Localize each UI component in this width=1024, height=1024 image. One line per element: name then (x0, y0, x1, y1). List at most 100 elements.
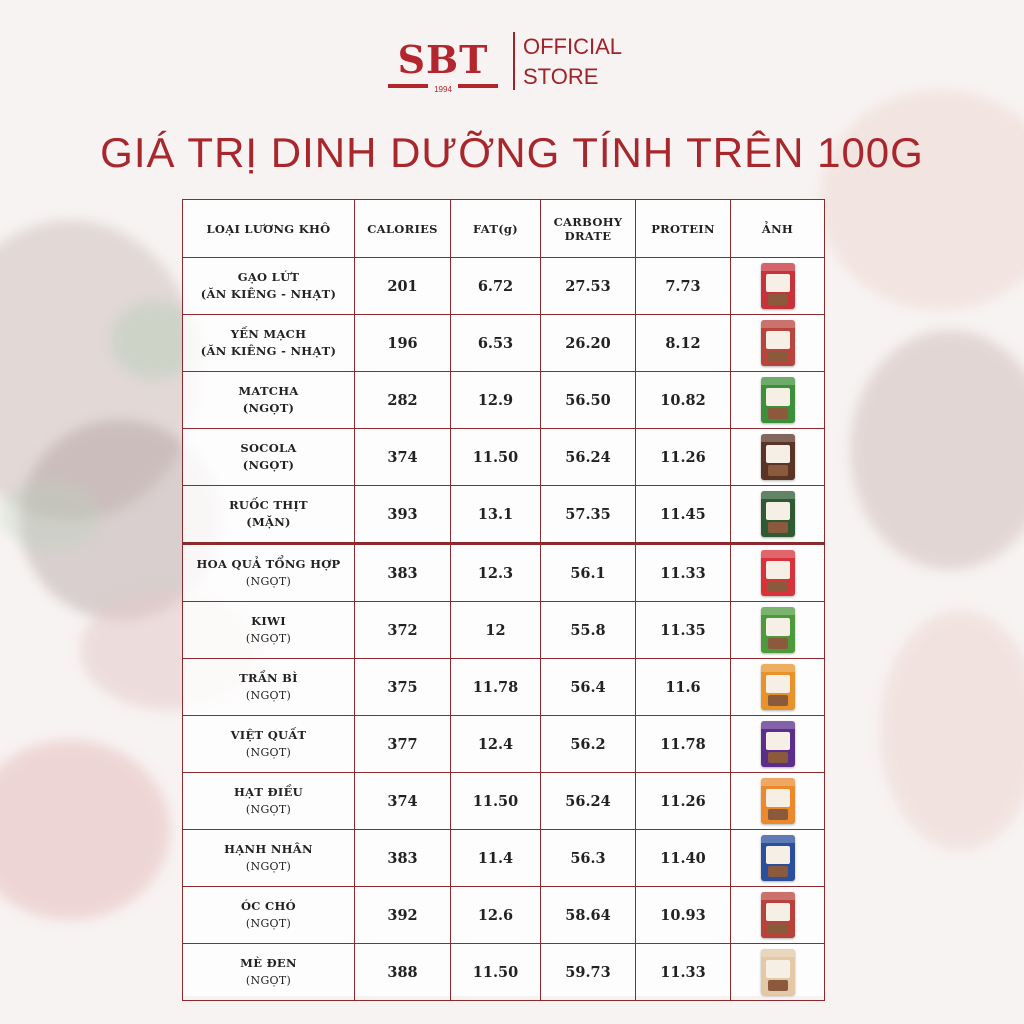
carbohydrate-cell: 56.24 (540, 428, 636, 486)
image-cell (730, 658, 825, 716)
protein-cell: 11.6 (635, 658, 731, 716)
calories-cell: 388 (354, 943, 451, 1001)
protein-cell: 8.12 (635, 314, 731, 372)
image-cell (730, 715, 825, 773)
background-fruit-blur (850, 330, 1024, 570)
fat-cell: 12.9 (450, 371, 541, 429)
image-cell (730, 428, 825, 486)
image-cell (730, 943, 825, 1001)
beige-snack-pack-icon (760, 949, 795, 995)
product-name: KIWI (251, 614, 286, 628)
logo-text: SBT (397, 37, 489, 82)
carbohydrate-cell: 56.3 (540, 829, 636, 887)
protein-cell: 11.33 (635, 542, 731, 602)
logo-year: 1994 (428, 84, 458, 96)
image-cell (730, 829, 825, 887)
calories-cell: 282 (354, 371, 451, 429)
product-name: HẠT ĐIỀU (234, 785, 303, 799)
calories-cell: 392 (354, 886, 451, 944)
table-row: HẠNH NHÂN (NGỌT) 383 11.4 56.3 11.40 (182, 829, 825, 887)
page-title: GIÁ TRỊ DINH DƯỠNG TÍNH TRÊN 100G (100, 129, 924, 176)
image-cell (730, 314, 825, 372)
calories-cell: 196 (354, 314, 451, 372)
table-row: YẾN MẠCH (ĂN KIÊNG - NHẠT) 196 6.53 26.20 8.1… (182, 314, 825, 372)
protein-cell: 7.73 (635, 257, 731, 315)
product-name: MÈ ĐEN (240, 956, 297, 970)
calories-cell: 201 (354, 257, 451, 315)
row-name-cell: KIWI (NGỌT) (182, 601, 355, 659)
carbohydrate-cell: 59.73 (540, 943, 636, 1001)
fat-cell: 12.6 (450, 886, 541, 944)
calories-cell: 372 (354, 601, 451, 659)
carbohydrate-cell: 57.35 (540, 485, 636, 544)
image-cell (730, 257, 825, 315)
store-label: OFFICIAL STORE (523, 32, 643, 92)
product-flavor: (ĂN KIÊNG - NHẠT) (200, 344, 337, 358)
fat-cell: 13.1 (450, 485, 541, 544)
carbohydrate-cell: 27.53 (540, 257, 636, 315)
image-cell (730, 772, 825, 830)
logo-mark: SBT 1994 (388, 34, 498, 96)
header-image: ẢNH (730, 199, 825, 258)
fat-cell: 6.72 (450, 257, 541, 315)
product-name: MATCHA (238, 384, 299, 398)
image-cell (730, 886, 825, 944)
protein-cell: 11.35 (635, 601, 731, 659)
row-name-cell: VIỆT QUẤT (NGỌT) (182, 715, 355, 773)
red-snack-pack-icon (760, 263, 795, 309)
fat-cell: 11.4 (450, 829, 541, 887)
product-name: YẾN MẠCH (230, 327, 307, 341)
fat-cell: 12 (450, 601, 541, 659)
row-name-cell: SOCOLA (NGỌT) (182, 428, 355, 486)
carbohydrate-cell: 26.20 (540, 314, 636, 372)
product-flavor: (NGỌT) (245, 632, 292, 645)
table-row: HOA QUẢ TỔNG HỢP (NGỌT) 383 12.3 56.1 11.33 (182, 542, 825, 602)
nutrition-table: LOẠI LƯƠNG KHÔ CALORIES FAT(g) CARBOHY D… (182, 199, 825, 1001)
product-name: TRẦN BÌ (239, 671, 298, 685)
fat-cell: 11.50 (450, 428, 541, 486)
row-name-cell: TRẦN BÌ (NGỌT) (182, 658, 355, 716)
row-name-cell: ÓC CHÓ (NGỌT) (182, 886, 355, 944)
row-name-cell: HẠNH NHÂN (NGỌT) (182, 829, 355, 887)
store-label-line1: OFFICIAL (523, 34, 623, 59)
red-snack-pack-icon (760, 550, 795, 596)
product-flavor: (NGỌT) (245, 974, 292, 987)
orange-snack-pack-icon (760, 664, 795, 710)
table-row: ÓC CHÓ (NGỌT) 392 12.6 58.64 10.93 (182, 886, 825, 944)
background-fruit-blur (880, 610, 1024, 850)
product-flavor: (NGỌT) (245, 575, 292, 588)
row-name-cell: RUỐC THỊT (MẶN) (182, 485, 355, 544)
logo-divider (513, 32, 515, 90)
store-label-line2: STORE (523, 64, 599, 89)
green-snack-pack-icon (760, 607, 795, 653)
brown-snack-pack-icon (760, 434, 795, 480)
calories-cell: 377 (354, 715, 451, 773)
background-fruit-blur (0, 740, 170, 920)
row-name-cell: GẠO LỨT (ĂN KIÊNG - NHẠT) (182, 257, 355, 315)
table-row: SOCOLA (NGỌT) 374 11.50 56.24 11.26 (182, 428, 825, 486)
header-carb-line2: DRATE (564, 228, 612, 243)
nutrition-table-container: LOẠI LƯƠNG KHÔ CALORIES FAT(g) CARBOHY D… (182, 199, 825, 1001)
product-name: GẠO LỨT (237, 270, 300, 284)
header-type: LOẠI LƯƠNG KHÔ (182, 199, 355, 258)
image-cell (730, 371, 825, 429)
header-protein: PROTEIN (635, 199, 731, 258)
table-row: GẠO LỨT (ĂN KIÊNG - NHẠT) 201 6.72 27.53 7.73 (182, 257, 825, 315)
carbohydrate-cell: 55.8 (540, 601, 636, 659)
calories-cell: 374 (354, 772, 451, 830)
product-name: ÓC CHÓ (240, 899, 296, 913)
header-fat: FAT(g) (450, 199, 541, 258)
carbohydrate-cell: 58.64 (540, 886, 636, 944)
background-fruit-blur (820, 90, 1024, 310)
product-name: VIỆT QUẤT (230, 728, 307, 742)
row-name-cell: HOA QUẢ TỔNG HỢP (NGỌT) (182, 542, 355, 602)
orange-snack-pack-icon (760, 778, 795, 824)
product-flavor: (ĂN KIÊNG - NHẠT) (200, 287, 337, 301)
header-calories: CALORIES (354, 199, 451, 258)
header-carb-line1: CARBOHY (553, 214, 623, 229)
fat-cell: 11.50 (450, 943, 541, 1001)
carbohydrate-cell: 56.50 (540, 371, 636, 429)
protein-cell: 11.78 (635, 715, 731, 773)
blue-snack-pack-icon (760, 835, 795, 881)
fat-cell: 12.4 (450, 715, 541, 773)
